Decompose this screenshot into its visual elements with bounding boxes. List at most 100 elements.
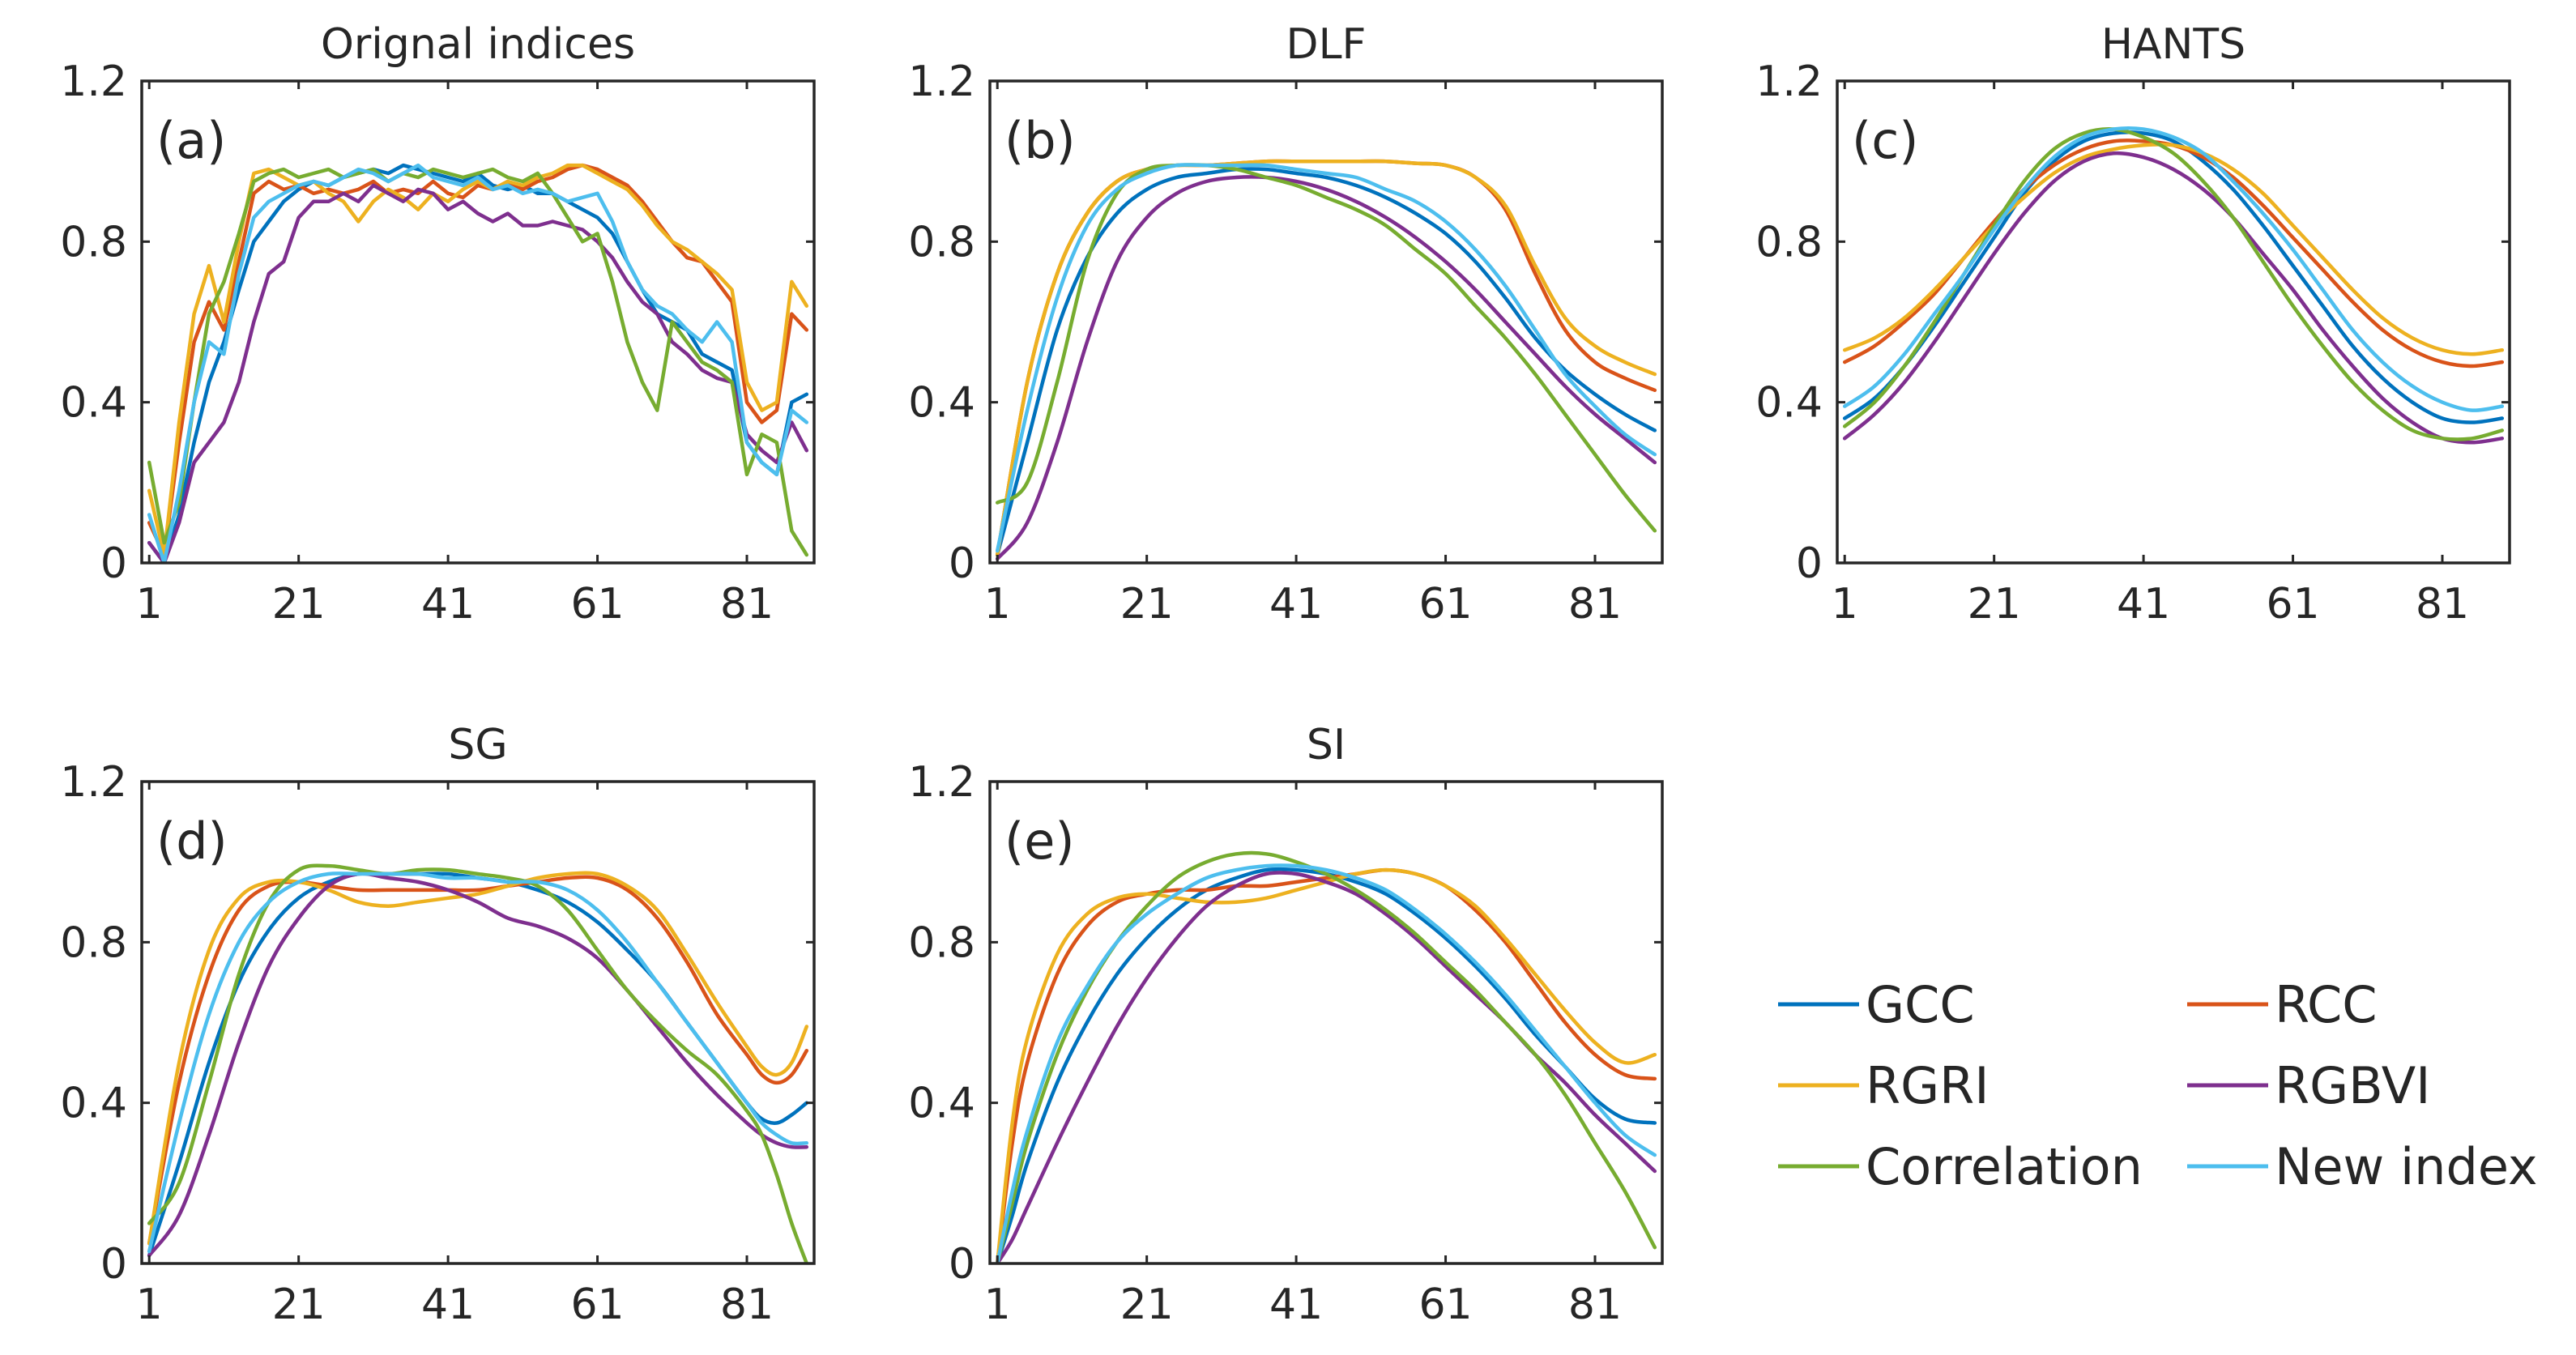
x-tick-label: 21 bbox=[272, 1280, 326, 1329]
y-tick-label: 0.8 bbox=[60, 218, 127, 266]
series-group bbox=[995, 850, 1657, 1263]
panel-label: (e) bbox=[1004, 812, 1075, 871]
legend-label: Correlation bbox=[1866, 1137, 2143, 1196]
y-tick-label: 0.8 bbox=[1755, 218, 1823, 266]
y-tick-label: 1.2 bbox=[908, 758, 975, 807]
series-line-gcc bbox=[995, 867, 1657, 1263]
axes-frame bbox=[988, 780, 1664, 1265]
series-line-rgri bbox=[147, 163, 809, 557]
legend-label: RGRI bbox=[1866, 1056, 1990, 1115]
panel-label: (b) bbox=[1004, 111, 1076, 170]
axes-frame bbox=[1836, 79, 2511, 565]
series-line-correlation bbox=[995, 163, 1657, 533]
legend-label: RGBVI bbox=[2275, 1056, 2430, 1115]
series-line-new-index bbox=[1842, 126, 2505, 412]
series-group bbox=[1842, 126, 2505, 445]
panel-label: (d) bbox=[156, 812, 228, 871]
series-line-rcc bbox=[995, 867, 1657, 1263]
legend-item-rgri: RGRI bbox=[1778, 1056, 1990, 1115]
series-line-new-index bbox=[995, 863, 1657, 1263]
legend-label: RCC bbox=[2275, 975, 2378, 1034]
legend-label: GCC bbox=[1866, 975, 1975, 1034]
legend-item-correlation: Correlation bbox=[1778, 1137, 2143, 1196]
series-line-rgri bbox=[995, 867, 1657, 1263]
legend-item-new-index: New index bbox=[2187, 1137, 2538, 1196]
series-line-rgbvi bbox=[995, 175, 1657, 561]
x-tick-label: 61 bbox=[570, 580, 624, 628]
y-tick-label: 1.2 bbox=[60, 58, 127, 106]
legend-item-rcc: RCC bbox=[2187, 975, 2378, 1034]
x-tick-label: 61 bbox=[1418, 1280, 1472, 1329]
panel-e: SI 0 0.4 0.8 1.2 1 21 41 61 81 (e) bbox=[908, 721, 1664, 1329]
y-tick-label: 0.8 bbox=[908, 218, 975, 266]
x-tick-label: 81 bbox=[1568, 1280, 1622, 1329]
y-tick-label: 0.8 bbox=[60, 918, 127, 967]
y-tick-label: 0.8 bbox=[908, 918, 975, 967]
y-tick-label: 0.4 bbox=[908, 1080, 975, 1128]
x-tick-label: 21 bbox=[272, 580, 326, 628]
panel-title: SI bbox=[1307, 721, 1346, 769]
series-group bbox=[147, 163, 809, 563]
series-line-correlation bbox=[995, 850, 1657, 1263]
x-tick-label: 81 bbox=[1568, 580, 1622, 628]
legend-item-gcc: GCC bbox=[1778, 975, 1975, 1034]
y-tick-label: 0.4 bbox=[908, 379, 975, 428]
panel-label: (c) bbox=[1852, 111, 1918, 170]
x-tick-label: 81 bbox=[720, 580, 774, 628]
series-line-correlation bbox=[147, 167, 809, 557]
series-line-gcc bbox=[1842, 130, 2505, 424]
x-tick-label: 21 bbox=[1968, 580, 2021, 628]
y-tick-label: 0.4 bbox=[60, 379, 127, 428]
y-tick-label: 1.2 bbox=[1755, 58, 1823, 106]
panel-title: SG bbox=[448, 721, 507, 769]
x-tick-label: 61 bbox=[2266, 580, 2319, 628]
series-line-new-index bbox=[995, 163, 1657, 553]
x-tick-label: 41 bbox=[421, 580, 475, 628]
x-tick-label: 21 bbox=[1120, 580, 1174, 628]
y-tick-label: 1.2 bbox=[60, 758, 127, 807]
y-tick-label: 0.4 bbox=[60, 1080, 127, 1128]
x-tick-label: 41 bbox=[1269, 580, 1323, 628]
axes-frame bbox=[988, 79, 1664, 565]
x-tick-label: 1 bbox=[984, 1280, 1011, 1329]
chart-panels: Orignal indices 0 0.4 0.8 1.2 1 21 41 61 81 (a) DLF… bbox=[60, 20, 2511, 1329]
series-group bbox=[995, 159, 1657, 561]
y-tick-label: 0 bbox=[100, 1240, 127, 1289]
x-tick-label: 1 bbox=[136, 1280, 163, 1329]
x-tick-label: 61 bbox=[570, 1280, 624, 1329]
series-line-rgri bbox=[147, 871, 809, 1246]
x-tick-label: 81 bbox=[2416, 580, 2469, 628]
series-line-rgbvi bbox=[1842, 151, 2505, 445]
x-tick-label: 41 bbox=[1269, 1280, 1323, 1329]
panel-b: DLF 0 0.4 0.8 1.2 1 21 41 61 81 (b) bbox=[908, 20, 1664, 628]
y-tick-label: 0.4 bbox=[1755, 379, 1823, 428]
series-line-rgbvi bbox=[147, 871, 809, 1258]
series-line-rgri bbox=[995, 159, 1657, 557]
y-tick-label: 1.2 bbox=[908, 58, 975, 106]
x-tick-label: 1 bbox=[1832, 580, 1858, 628]
panel-title: DLF bbox=[1286, 20, 1367, 69]
y-tick-label: 0 bbox=[949, 1240, 975, 1289]
x-tick-label: 41 bbox=[2117, 580, 2170, 628]
y-tick-label: 0 bbox=[1796, 539, 1823, 588]
axes-frame bbox=[140, 79, 816, 565]
y-tick-label: 0 bbox=[100, 539, 127, 588]
panel-d: SG 0 0.4 0.8 1.2 1 21 41 61 81 (d) bbox=[60, 721, 816, 1329]
series-line-rcc bbox=[147, 875, 809, 1246]
y-tick-label: 0 bbox=[949, 539, 975, 588]
legend-label: New index bbox=[2275, 1137, 2538, 1196]
series-line-rgbvi bbox=[147, 183, 809, 563]
x-tick-label: 1 bbox=[136, 580, 163, 628]
series-line-rcc bbox=[147, 163, 809, 557]
x-tick-label: 1 bbox=[984, 580, 1011, 628]
panel-c: HANTS 0 0.4 0.8 1.2 1 21 41 61 81 (c) bbox=[1755, 20, 2511, 628]
panel-a: Orignal indices 0 0.4 0.8 1.2 1 21 41 61 81 (a) bbox=[60, 20, 816, 628]
panel-label: (a) bbox=[156, 111, 226, 170]
panel-title: HANTS bbox=[2101, 20, 2245, 69]
x-tick-label: 21 bbox=[1120, 1280, 1174, 1329]
series-line-new-index bbox=[147, 871, 809, 1254]
x-tick-label: 61 bbox=[1418, 580, 1472, 628]
axes-frame bbox=[140, 780, 816, 1265]
